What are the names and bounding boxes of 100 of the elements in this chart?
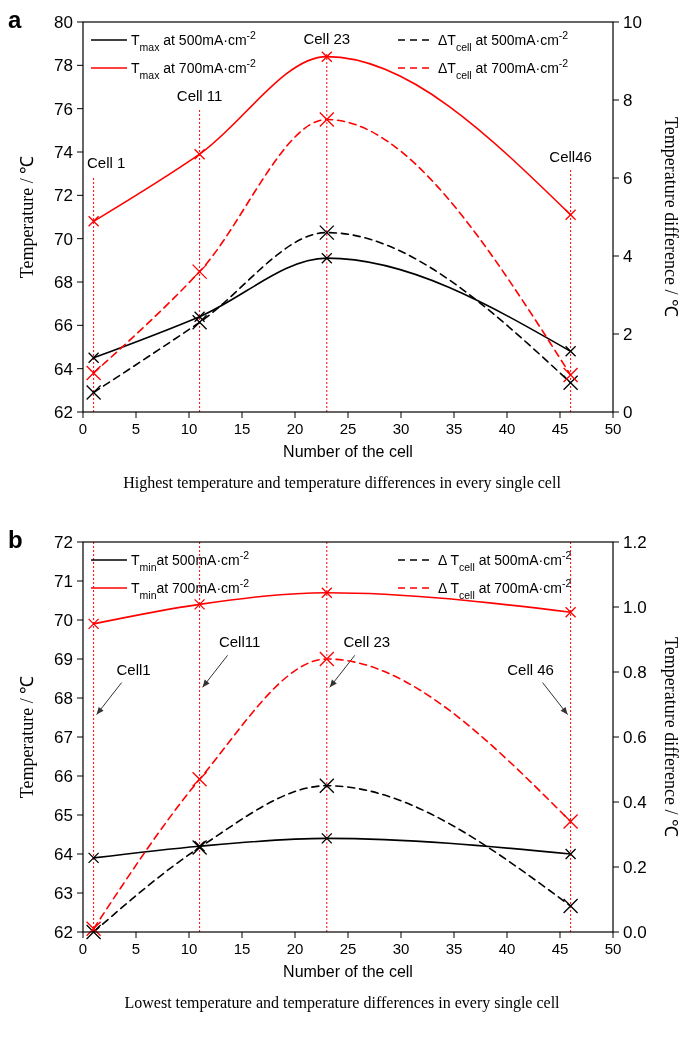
x-tick-label: 35 bbox=[445, 420, 463, 437]
y-tick-label: 68 bbox=[54, 273, 73, 292]
point bbox=[87, 215, 100, 227]
point bbox=[321, 252, 333, 264]
legend-label: Δ T$_{cell}$ at 700mA·cm$^{-2}$ bbox=[438, 577, 572, 601]
point bbox=[87, 852, 100, 864]
x-tick-label: 20 bbox=[286, 940, 304, 957]
y2-tick-label: 2 bbox=[623, 325, 633, 344]
x-tick-label: 5 bbox=[131, 940, 141, 957]
y-tick-label: 70 bbox=[54, 229, 73, 249]
x-tick-label: 40 bbox=[498, 940, 516, 957]
ref-line-label: Cell 1 bbox=[87, 154, 126, 172]
point bbox=[321, 587, 333, 599]
point bbox=[564, 345, 577, 357]
point bbox=[319, 778, 335, 794]
point bbox=[85, 384, 102, 401]
point bbox=[193, 598, 206, 611]
legend-label: T$_{min}$at 700mA·cm$^{-2}$ bbox=[131, 577, 250, 601]
y2-axis-title: Temperature difference / ℃ bbox=[661, 637, 681, 837]
y-tick-label: 66 bbox=[54, 316, 73, 336]
y2-tick-label: 10 bbox=[623, 13, 642, 32]
y-tick-label: 72 bbox=[54, 533, 73, 552]
x-tick-label: 50 bbox=[604, 940, 622, 957]
x-tick-label: 10 bbox=[180, 420, 198, 437]
y2-tick-label: 1.0 bbox=[623, 598, 647, 617]
x-tick-label: 45 bbox=[551, 420, 569, 437]
y2-tick-label: 0 bbox=[623, 403, 633, 422]
x-tick-label: 20 bbox=[286, 420, 304, 437]
y2-tick-label: 0.6 bbox=[623, 728, 647, 747]
y-tick-label: 68 bbox=[54, 689, 73, 708]
point bbox=[191, 263, 208, 280]
y-tick-label: 63 bbox=[54, 884, 73, 903]
point bbox=[319, 111, 335, 128]
y2-tick-label: 0.0 bbox=[623, 923, 647, 942]
point bbox=[319, 651, 335, 667]
y2-tick-label: 0.4 bbox=[623, 793, 647, 812]
x-tick-label: 45 bbox=[551, 940, 569, 957]
point bbox=[564, 606, 577, 618]
y-tick-label: 69 bbox=[54, 650, 73, 669]
y-axis-title: Temperature / ℃ bbox=[17, 155, 37, 279]
x-axis-title: Number of the cell bbox=[283, 963, 413, 980]
x-tick-label: 25 bbox=[339, 940, 357, 957]
ref-line-label: Cell11 bbox=[218, 633, 261, 651]
x-tick-label: 0 bbox=[78, 420, 88, 437]
point bbox=[87, 618, 100, 630]
point bbox=[191, 314, 208, 330]
legend-label: ΔT$_{cell}$ at 500mA·cm$^{-2}$ bbox=[438, 29, 569, 53]
x-axis-title: Number of the cell bbox=[283, 443, 413, 460]
y-axis-title: Temperature / ℃ bbox=[17, 675, 37, 799]
point bbox=[191, 839, 208, 856]
legend-label: T$_{min}$at 500mA·cm$^{-2}$ bbox=[131, 549, 250, 573]
point bbox=[562, 813, 579, 830]
text: Highest temperature and temperature differences in every single cell bbox=[123, 474, 562, 492]
x-tick-label: 0 bbox=[78, 940, 88, 957]
y-tick-label: 78 bbox=[54, 56, 73, 76]
y2-tick-label: 8 bbox=[623, 91, 633, 110]
y-tick-label: 62 bbox=[54, 403, 73, 422]
ref-line-label: Cell 11 bbox=[176, 87, 223, 105]
y2-axis-title: Temperature difference / ℃ bbox=[661, 117, 681, 317]
y-tick-label: 64 bbox=[54, 845, 73, 864]
ref-line-label: Cell46 bbox=[549, 147, 592, 165]
y-tick-label: 76 bbox=[54, 99, 73, 119]
point bbox=[564, 209, 577, 221]
point bbox=[319, 224, 335, 241]
x-tick-label: 10 bbox=[180, 940, 198, 957]
point bbox=[193, 311, 206, 323]
point bbox=[562, 367, 579, 383]
point bbox=[193, 148, 206, 160]
y2-tick-label: 4 bbox=[623, 247, 633, 266]
x-tick-label: 5 bbox=[131, 420, 141, 437]
y-tick-label: 62 bbox=[54, 923, 73, 942]
y-tick-label: 72 bbox=[54, 186, 73, 206]
y-tick-label: 71 bbox=[54, 572, 73, 591]
legend-label: Δ T$_{cell}$ at 500mA·cm$^{-2}$ bbox=[438, 549, 572, 573]
point bbox=[321, 832, 333, 845]
ref-line-label: Cell 23 bbox=[303, 30, 351, 47]
y-tick-label: 74 bbox=[54, 143, 73, 162]
y-tick-label: 80 bbox=[54, 13, 73, 32]
point bbox=[85, 365, 102, 381]
x-tick-label: 25 bbox=[339, 420, 357, 437]
x-tick-label: 15 bbox=[233, 940, 251, 957]
chart-title: b bbox=[8, 526, 23, 553]
ref-line-label: Cell 23 bbox=[343, 633, 391, 651]
y-tick-label: 64 bbox=[54, 359, 73, 379]
y2-tick-label: 0.2 bbox=[623, 858, 647, 877]
x-tick-label: 40 bbox=[498, 420, 516, 437]
point bbox=[562, 375, 579, 391]
chart-title: a bbox=[8, 6, 22, 33]
x-tick-label: 30 bbox=[392, 420, 410, 437]
y-tick-label: 65 bbox=[54, 806, 73, 825]
point bbox=[191, 771, 208, 787]
x-tick-label: 30 bbox=[392, 940, 410, 957]
point bbox=[564, 848, 577, 860]
point bbox=[321, 51, 333, 63]
y2-tick-label: 0.8 bbox=[623, 663, 647, 682]
y-tick-label: 66 bbox=[54, 767, 73, 786]
y2-tick-label: 1.2 bbox=[623, 533, 647, 552]
x-tick-label: 50 bbox=[604, 420, 622, 437]
x-tick-label: 35 bbox=[445, 940, 463, 957]
point bbox=[562, 898, 579, 914]
